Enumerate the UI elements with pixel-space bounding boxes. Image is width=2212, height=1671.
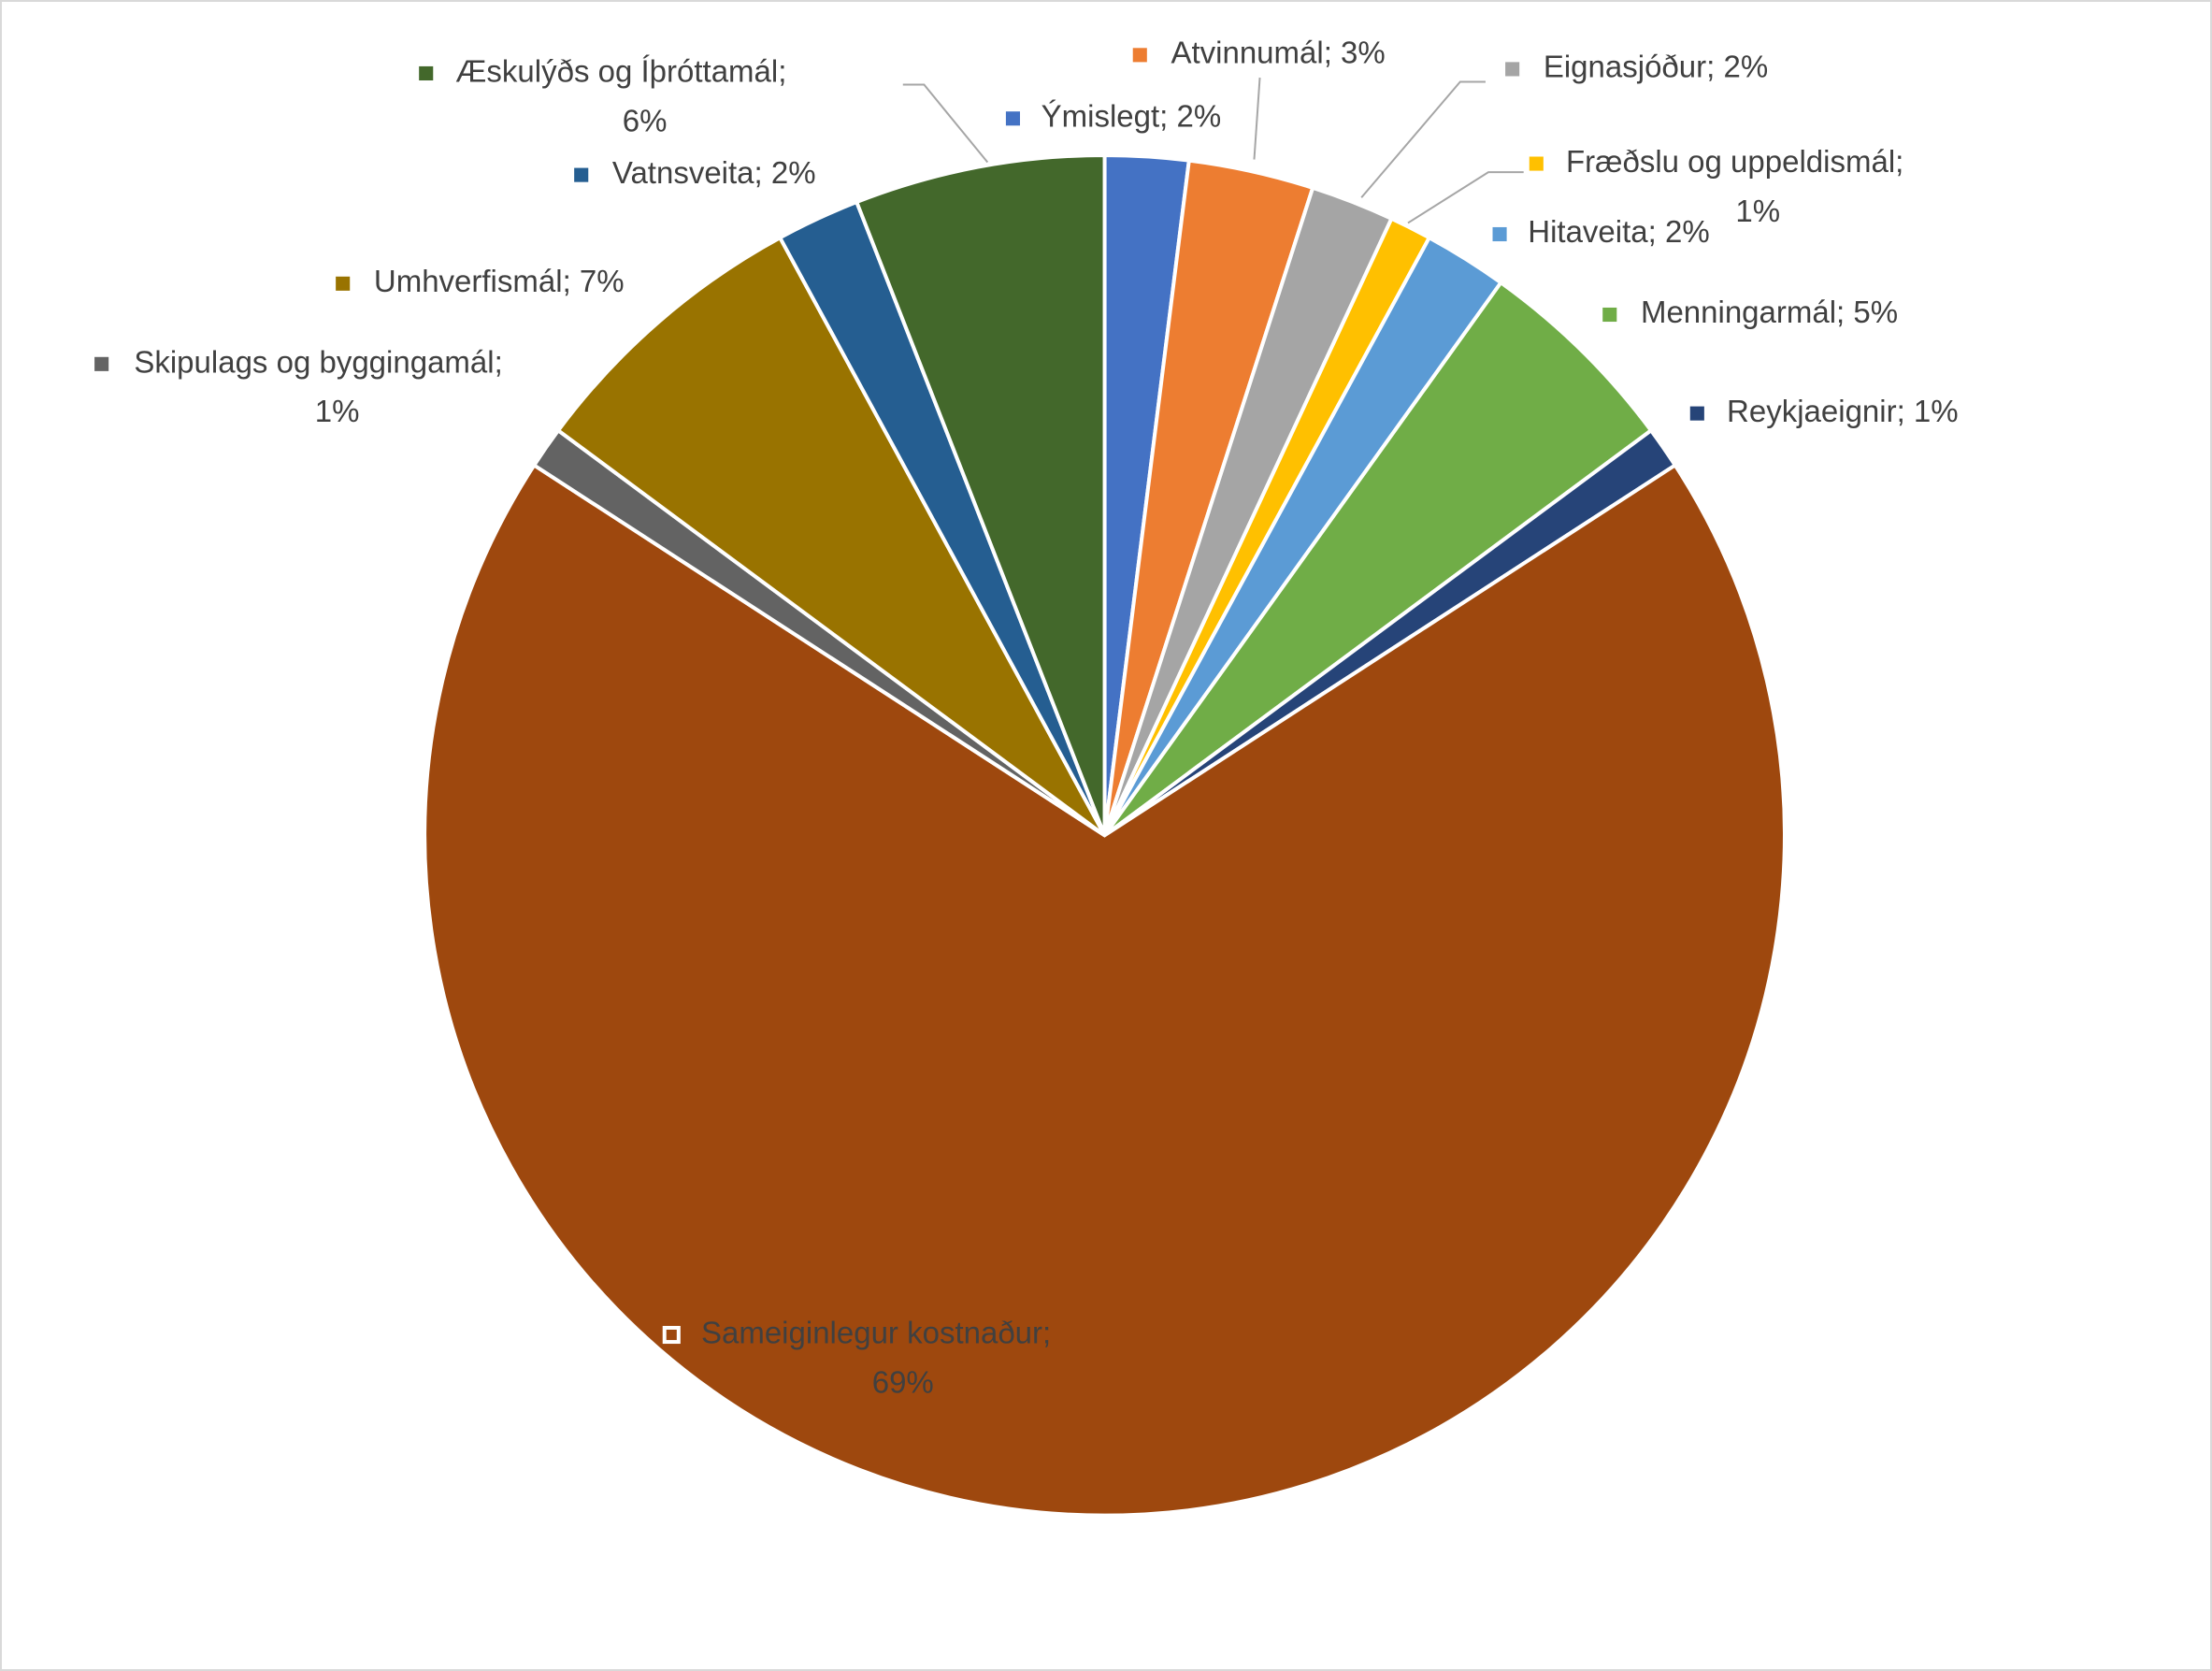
pie-slice <box>1102 280 1654 837</box>
label-line: 1% <box>1735 194 1780 228</box>
pie-slice <box>423 462 1787 1518</box>
legend-marker <box>419 65 434 81</box>
label-line: Sameiginlegur kostnaður; <box>701 1315 1051 1349</box>
legend-marker <box>662 1325 681 1345</box>
data-label: Atvinnumál; 3% <box>1171 36 1385 70</box>
data-label: Ýmislegt; 2% <box>1041 98 1222 133</box>
data-label: Æskulýðs og Íþróttamál; 6% <box>455 53 786 137</box>
leader-line <box>1407 171 1524 224</box>
legend-marker <box>1132 48 1147 63</box>
legend-marker <box>336 276 351 291</box>
legend-marker <box>1602 307 1617 323</box>
legend-marker <box>1505 62 1520 77</box>
legend-marker <box>1492 226 1507 242</box>
label-line: Æskulýðs og Íþróttamál; <box>455 53 786 88</box>
data-label: Umhverfismál; 7% <box>374 264 625 298</box>
data-label: Skipulags og byggingamál; 1% <box>134 344 502 428</box>
data-label: Vatnsveita; 2% <box>612 155 816 190</box>
pie-slice <box>555 235 1107 837</box>
label-line: 1% <box>315 394 360 428</box>
label-line: Skipulags og byggingamál; <box>134 344 502 379</box>
label-line: 6% <box>623 103 668 137</box>
legend-marker <box>1005 111 1021 126</box>
leader-line <box>1360 80 1486 198</box>
data-label: Hitaveita; 2% <box>1528 214 1709 249</box>
data-label: Eignasjóður; 2% <box>1544 50 1768 84</box>
label-line: Fræðslu og uppeldismál; <box>1566 144 1903 179</box>
legend-marker <box>1529 156 1544 171</box>
data-label: Fræðslu og uppeldismál; 1% <box>1566 144 1903 228</box>
legend-marker <box>94 356 109 371</box>
pie-slice <box>854 152 1107 837</box>
leader-line <box>902 83 989 164</box>
legend-marker <box>1689 406 1704 421</box>
legend-marker <box>574 167 589 182</box>
data-label: Reykjaeignir; 1% <box>1727 394 1959 428</box>
data-label: Sameiginlegur kostnaður; 69% <box>701 1315 1051 1399</box>
leader-line <box>1253 77 1261 160</box>
data-label: Menningarmál; 5% <box>1641 295 1898 329</box>
label-line: 69% <box>872 1364 934 1399</box>
